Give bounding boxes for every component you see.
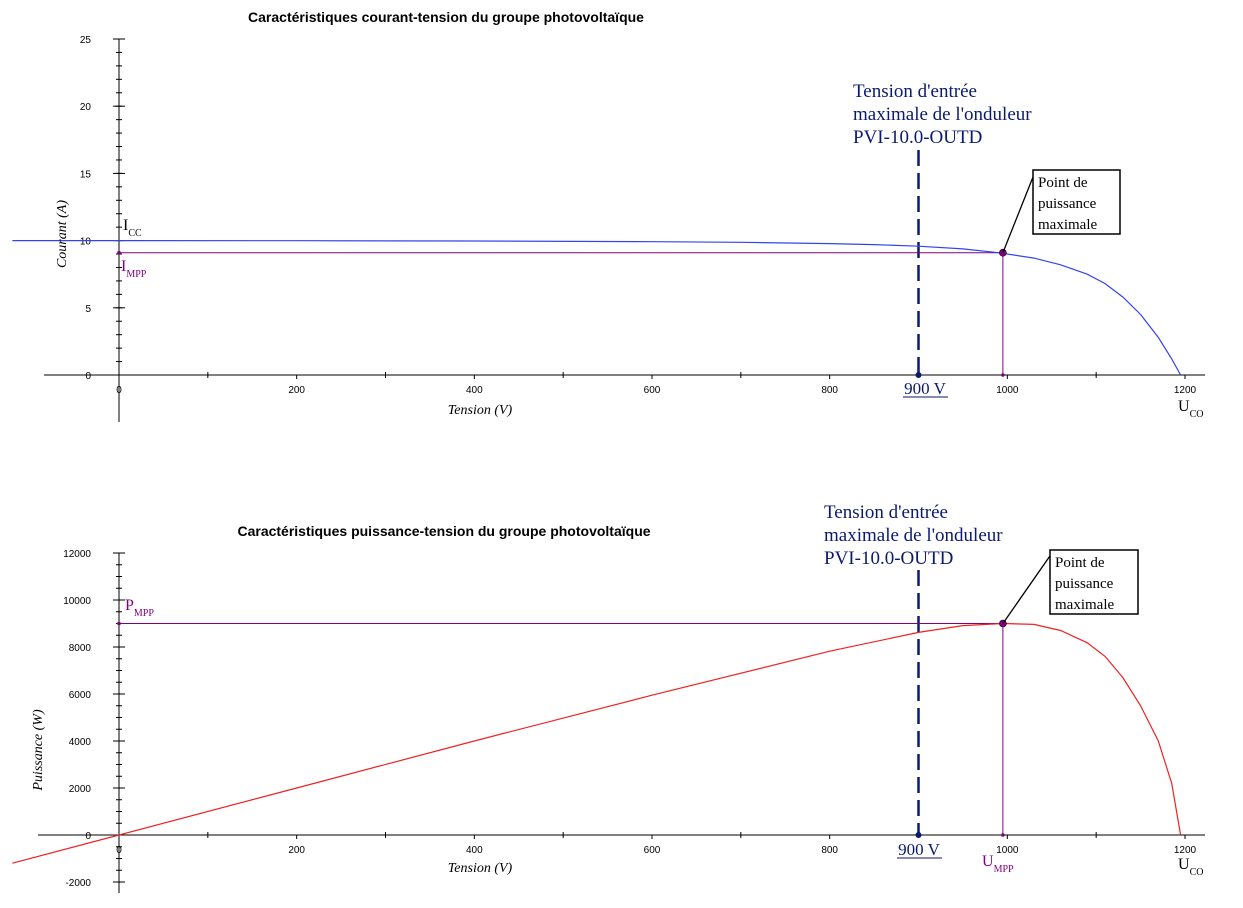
- iv-x-tick-label: 0: [116, 385, 122, 396]
- pv-callout-pointer: [1002, 552, 1053, 624]
- iv-mpp-x-foot: [1001, 373, 1005, 377]
- iv-callout-line-2: puissance: [1038, 196, 1097, 212]
- iv-uco-label: UCO: [1178, 398, 1203, 420]
- iv-y-tick-label: 15: [80, 169, 92, 180]
- pv-y-tick-label: 8000: [69, 643, 92, 654]
- pv-axes: 0 200 400 600 800 1000 1200 -2000 0 2000 4000 6000 8…: [38, 549, 1205, 893]
- pv-x-tick-label: 0: [116, 845, 122, 856]
- pv-marker-label-line-2: maximale de l'onduleur: [824, 525, 1003, 546]
- pv-mpp-x-foot: [1001, 833, 1005, 837]
- pv-y-tick-label: 4000: [69, 737, 92, 748]
- pv-marker-value-label: 900 V: [898, 840, 940, 859]
- pv-chart: Caractéristiques puissance-tension du gr…: [12, 502, 1205, 893]
- pv-marker-label-line-1: Tension d'entrée: [824, 502, 948, 523]
- iv-series-line-0: [12, 240, 1182, 376]
- pv-x-tick-label: 1000: [996, 845, 1019, 856]
- iv-marks: [12, 150, 1182, 378]
- pv-uco-label: UCO: [1178, 856, 1203, 878]
- pv-chart-title: Caractéristiques puissance-tension du gr…: [237, 523, 650, 539]
- iv-x-tick-label: 200: [288, 385, 305, 396]
- pv-mpp-y-foot: [117, 621, 121, 626]
- iv-marker-value-label: 900 V: [904, 379, 946, 398]
- pv-y-tick-label: 12000: [63, 549, 91, 560]
- iv-x-tick-label: 600: [644, 385, 661, 396]
- pv-y-tick-label: 2000: [69, 784, 92, 795]
- pv-y-tick-label: 10000: [63, 596, 91, 607]
- pv-x-tick-label: 1200: [1174, 845, 1197, 856]
- iv-y-tick-label: 5: [85, 304, 91, 315]
- iv-x-tick-label: 400: [466, 385, 483, 396]
- pmpp-label: PMPP: [125, 597, 154, 619]
- iv-x-axis-label: Tension (V): [448, 403, 513, 418]
- iv-chart-title: Caractéristiques courant-tension du grou…: [248, 9, 644, 25]
- pv-x-tick-label: 800: [821, 845, 838, 856]
- iv-y-tick-label: 0: [85, 371, 91, 382]
- pv-marker-label-line-3: PVI-10.0-OUTD: [824, 548, 953, 569]
- pv-inverter-limit-point: [915, 832, 922, 838]
- iv-y-tick-label: 20: [80, 102, 92, 113]
- iv-x-tick-label: 1200: [1174, 385, 1197, 396]
- pv-y-tick-label: 6000: [69, 690, 92, 701]
- iv-callout-box: [1032, 169, 1121, 235]
- icc-label: ICC: [123, 217, 142, 239]
- pv-callout-line-2: puissance: [1055, 576, 1114, 592]
- iv-marker-label-line-1: Tension d'entrée: [853, 81, 977, 102]
- pv-marks: [12, 552, 1182, 864]
- iv-mpp-y-foot: [117, 250, 121, 255]
- iv-callout-line-1: Point de: [1038, 175, 1088, 191]
- iv-x-tick-label: 800: [821, 385, 838, 396]
- pv-x-axis-label: Tension (V): [448, 861, 513, 876]
- impp-label: IMPP: [121, 258, 147, 280]
- pv-y-tick-label: 0: [85, 831, 91, 842]
- iv-y-tick-label: 25: [80, 35, 92, 46]
- pv-callout-box: [1049, 549, 1139, 615]
- pv-callout-line-1: Point de: [1055, 555, 1105, 571]
- pv-x-tick-label: 600: [644, 845, 661, 856]
- iv-y-tick-label: 10: [80, 237, 92, 248]
- pv-y-tick-label: -2000: [65, 878, 91, 889]
- pv-callout-line-3: maximale: [1055, 597, 1114, 613]
- pv-y-axis-label: Puissance (W): [31, 709, 46, 792]
- umpp-label: UMPP: [982, 853, 1014, 875]
- iv-chart: Caractéristiques courant-tension du grou…: [12, 9, 1205, 422]
- pv-x-tick-label: 400: [466, 845, 483, 856]
- iv-marker-label-line-3: PVI-10.0-OUTD: [853, 127, 982, 148]
- iv-callout-line-3: maximale: [1038, 217, 1097, 233]
- iv-x-tick-label: 1000: [996, 385, 1019, 396]
- pv-series-line-0: [12, 622, 1182, 864]
- pv-x-tick-label: 200: [288, 845, 305, 856]
- iv-callout-pointer: [1002, 171, 1036, 253]
- iv-axes: 0 200 400 600 800 1000 1200 0 5 10 15 20 25: [44, 35, 1205, 422]
- iv-inverter-limit-point: [915, 372, 922, 378]
- iv-y-axis-label: Courant (A): [55, 200, 70, 268]
- iv-marker-label-line-2: maximale de l'onduleur: [853, 104, 1032, 125]
